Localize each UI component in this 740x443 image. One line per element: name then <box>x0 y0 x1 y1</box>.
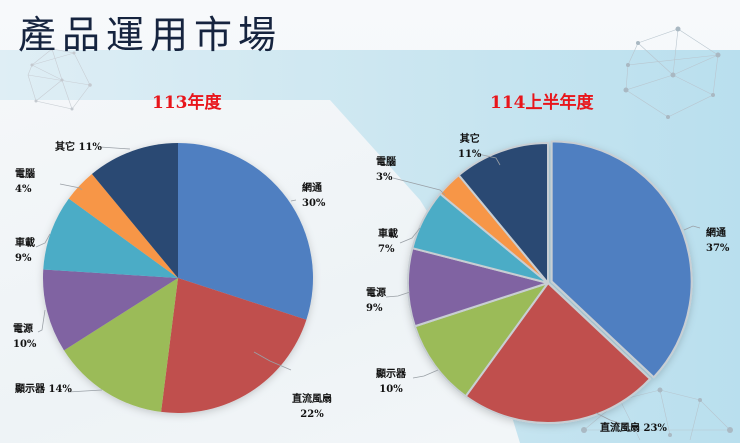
pie-slice-網通 <box>550 140 693 379</box>
pie-slice-顯示器 <box>64 278 178 412</box>
label-114-auto-pct: 7% <box>378 244 395 255</box>
label-114-pc: 電腦 3% <box>376 155 396 185</box>
page-title: 產品運用市場 <box>18 13 283 57</box>
label-113-auto: 車載 9% <box>15 236 35 266</box>
label-113-network: 網通 30% <box>302 181 325 211</box>
pie-slice-網通 <box>178 143 313 320</box>
label-113-network-pct: 30% <box>302 198 326 209</box>
label-114-auto-name: 車載 <box>378 229 398 240</box>
label-114-pc-name: 電腦 <box>376 157 396 168</box>
label-114-network: 網通 37% <box>706 226 729 256</box>
label-113-auto-name: 車載 <box>15 238 35 249</box>
label-114-other: 其它 11% <box>458 132 481 162</box>
label-113-power: 電源 10% <box>13 322 36 352</box>
label-113-pc-name: 電腦 <box>15 169 35 180</box>
label-113-fan-name: 直流風扇 <box>292 394 332 405</box>
pie-slice-電源 <box>407 247 549 328</box>
label-113-other: 其它 11% <box>55 142 102 153</box>
label-113-fan: 直流風扇 22% <box>292 392 332 422</box>
label-114-network-pct: 37% <box>706 243 730 254</box>
label-114-display-pct: 10% <box>379 384 403 395</box>
label-113-pc: 電腦 4% <box>15 167 35 197</box>
pie-slice-其它 <box>457 142 549 284</box>
pie-slice-電源 <box>43 269 179 351</box>
label-114-power-pct: 9% <box>366 303 383 314</box>
label-113-power-pct: 10% <box>13 339 37 350</box>
label-114-fan: 直流風扇 23% <box>600 423 667 434</box>
label-113-fan-pct: 22% <box>300 409 324 420</box>
pie-chart-114 <box>407 140 693 424</box>
label-113-pc-pct: 4% <box>15 184 32 195</box>
chart-title-114: 114上半年度 <box>490 93 594 113</box>
label-114-pc-pct: 3% <box>376 172 393 183</box>
label-113-network-name: 網通 <box>302 183 322 194</box>
pie-chart-113 <box>43 143 313 413</box>
label-113-display: 顯示器 14% <box>15 384 72 395</box>
label-114-other-name: 其它 <box>459 134 480 145</box>
label-114-other-pct: 11% <box>458 149 482 160</box>
pie-slice-顯示器 <box>413 282 549 398</box>
pie-slice-直流風扇 <box>464 282 652 424</box>
leader-lines <box>35 146 701 428</box>
mesh-decoration-left-icon <box>27 47 92 111</box>
pie-slice-電腦 <box>68 173 178 278</box>
label-113-power-name: 電源 <box>13 324 33 335</box>
pie-slice-其它 <box>91 143 178 278</box>
pie-slice-車載 <box>43 198 179 278</box>
label-114-power-name: 電源 <box>366 288 386 299</box>
label-113-auto-pct: 9% <box>15 253 32 264</box>
chart-title-113: 113年度 <box>152 93 222 113</box>
mesh-decoration-right-icon <box>623 26 721 119</box>
pie-slice-直流風扇 <box>161 278 307 413</box>
label-114-power: 電源 9% <box>366 286 386 316</box>
label-114-auto: 車載 7% <box>378 227 398 257</box>
label-114-display: 顯示器 10% <box>376 367 406 397</box>
label-114-network-name: 網通 <box>706 228 726 239</box>
label-114-display-name: 顯示器 <box>376 369 406 380</box>
